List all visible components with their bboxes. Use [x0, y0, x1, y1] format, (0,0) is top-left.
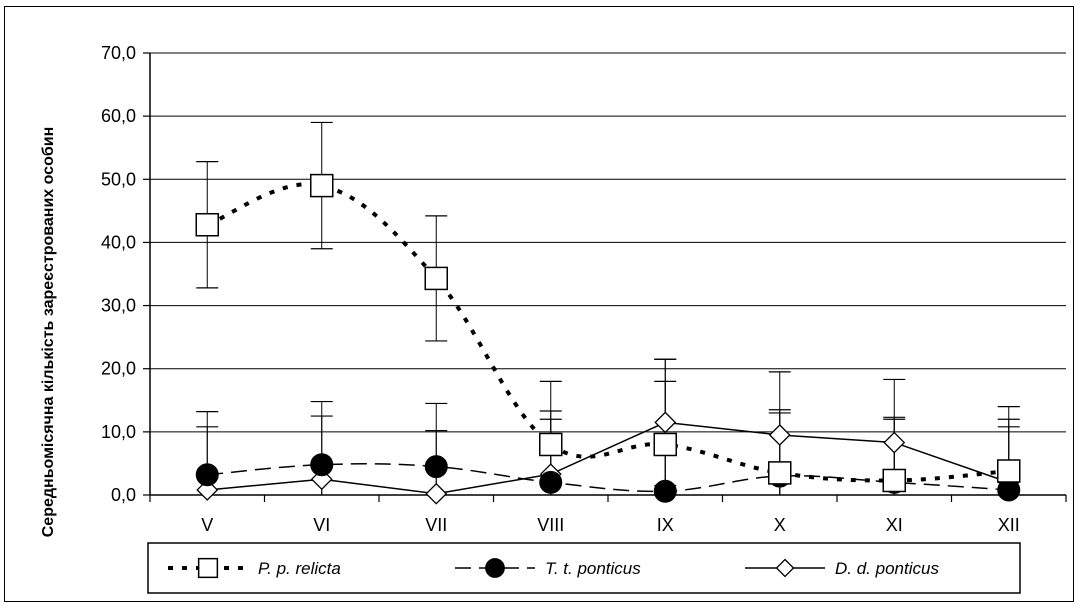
legend-marker — [775, 558, 795, 578]
data-point — [310, 173, 334, 198]
axis-layer: 0,0 10,0 20,0 30,0 40,0 50,0 60,0 70,0 V VI VII VII… — [101, 43, 1067, 535]
legend-label: D. d. ponticus — [835, 559, 939, 578]
legend-label: T. t. ponticus — [545, 559, 641, 578]
grid-layer — [150, 52, 1066, 433]
data-point — [424, 455, 448, 479]
series-line — [206, 182, 1009, 483]
legend-label: P. p. relicta — [258, 559, 341, 578]
data-point — [310, 453, 334, 477]
y-tick-label: 30,0 — [101, 296, 136, 316]
data-point — [539, 470, 563, 494]
y-tick-label: 40,0 — [101, 232, 136, 252]
series-line — [207, 421, 1009, 495]
x-tick-label: VI — [313, 515, 330, 535]
data-point — [768, 461, 792, 485]
x-tick-label: XI — [886, 515, 903, 535]
data-point — [195, 463, 219, 487]
data-point — [653, 479, 677, 503]
chart-frame — [4, 6, 1074, 602]
y-tick-label: 50,0 — [101, 169, 136, 189]
markers-layer — [195, 173, 1021, 505]
legend-marker — [485, 558, 505, 578]
x-tick-label: VIII — [537, 515, 564, 535]
data-point — [424, 266, 448, 291]
x-tick-label: IX — [657, 515, 674, 535]
legend-marker — [197, 557, 219, 579]
data-point — [195, 212, 219, 237]
data-point — [883, 431, 906, 454]
data-point — [882, 468, 906, 493]
x-tick-label: XII — [998, 515, 1020, 535]
data-point — [654, 411, 677, 434]
data-point — [539, 432, 563, 457]
y-axis-title: Середньомісячна кількість зареєстрованих… — [40, 127, 57, 538]
x-tick-label: VII — [425, 515, 447, 535]
y-tick-label: 10,0 — [101, 422, 136, 442]
legend-box — [147, 542, 1021, 594]
legend: P. p. relicta T. t. ponticus D. d. ponticu… — [147, 542, 1021, 594]
data-point — [425, 482, 448, 505]
data-point — [997, 459, 1021, 483]
y-tick-label: 20,0 — [101, 359, 136, 379]
y-tick-label: 0,0 — [111, 485, 136, 505]
data-point — [653, 432, 677, 457]
legend-items: P. p. relicta T. t. ponticus D. d. ponticu… — [168, 557, 939, 579]
series-layer — [206, 182, 1009, 495]
x-tick-label: X — [774, 515, 786, 535]
data-point — [768, 424, 791, 446]
y-tick-label: 60,0 — [101, 106, 136, 126]
y-tick-label: 70,0 — [101, 43, 136, 63]
x-tick-label: V — [201, 515, 213, 535]
